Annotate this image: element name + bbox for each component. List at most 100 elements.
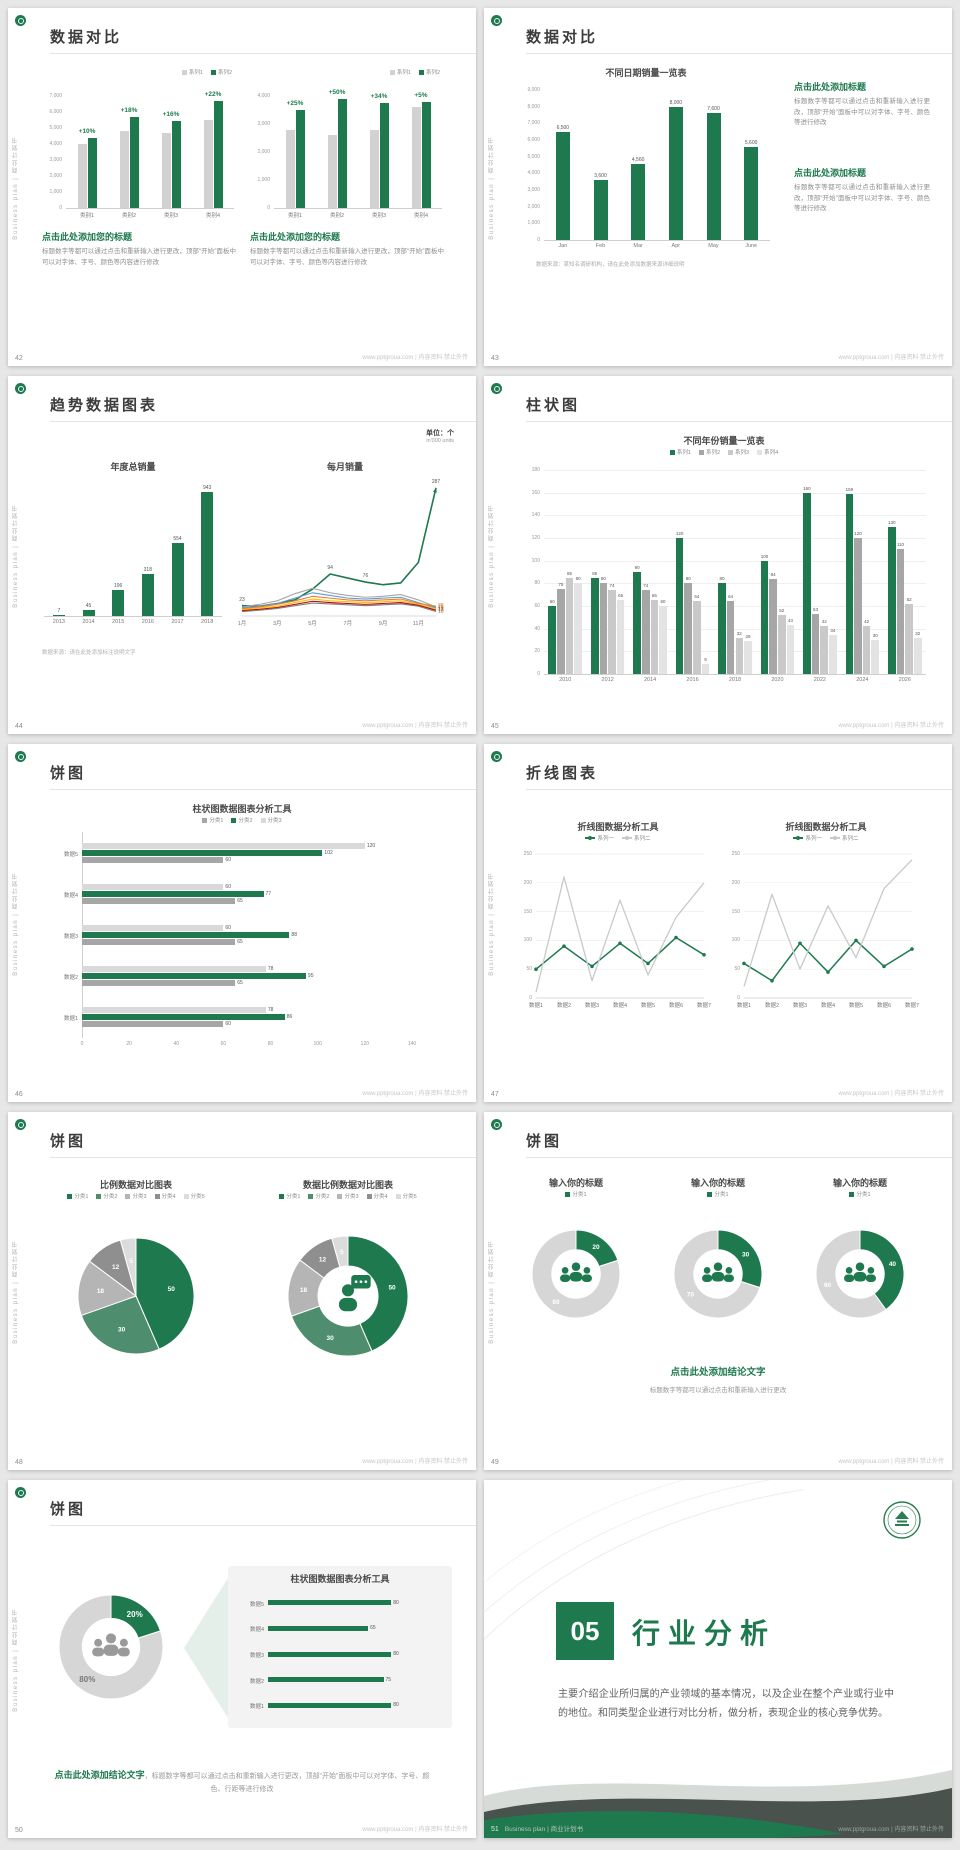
slide-50[interactable]: Business plan | 商业计划书 饼图 20% 80% 柱状图数据图表分… bbox=[8, 1480, 476, 1838]
cat: 2017 bbox=[171, 619, 184, 625]
val: 32 bbox=[736, 630, 742, 636]
val: 9 bbox=[704, 656, 707, 662]
grid bbox=[544, 560, 926, 562]
vertical-brand-text: Business plan | 商业计划书 bbox=[13, 1608, 19, 1712]
people-icon bbox=[92, 1633, 130, 1657]
tick: 3,000 bbox=[257, 121, 270, 127]
clg: 系列1 系列2 系列3 系列4 bbox=[520, 448, 928, 456]
lgline bbox=[793, 836, 804, 840]
slide-44[interactable]: Business plan | 商业计划书 趋势数据图表 单位：个 in'000… bbox=[8, 376, 476, 734]
val: 32 bbox=[915, 630, 921, 636]
title-divider bbox=[526, 1157, 952, 1158]
cat: 数据5 bbox=[249, 1601, 264, 1608]
slide-51[interactable]: 05 行业分析 主要介绍企业所归属的产业领域的基本情况，以及企业在整个产业或行业… bbox=[484, 1480, 952, 1838]
val: 5,600 bbox=[744, 139, 758, 146]
lgi: 分类1 bbox=[279, 1192, 300, 1200]
donut-chart-1: 输入你的标题 分类1 20 80 bbox=[508, 1176, 644, 1346]
val: 7,600 bbox=[707, 106, 720, 113]
svg-text:12: 12 bbox=[319, 1256, 327, 1263]
cat: 数据6 bbox=[668, 1003, 684, 1009]
val: 65 bbox=[370, 1625, 376, 1632]
val: 16 bbox=[438, 605, 444, 612]
cat: 数据5 bbox=[640, 1003, 656, 1009]
clg: 分类1 bbox=[508, 1190, 644, 1198]
donut-chart-2: 输入你的标题 分类1 30 70 bbox=[650, 1176, 786, 1346]
val: 18 bbox=[438, 604, 444, 611]
lgi: 系列3 bbox=[728, 448, 749, 456]
bar bbox=[675, 538, 684, 674]
ct: 折线图数据分析工具 bbox=[577, 822, 659, 832]
lgi: 分类5 bbox=[183, 1192, 205, 1200]
cat: Feb bbox=[595, 243, 606, 249]
bar bbox=[82, 932, 290, 938]
tick: 2,000 bbox=[49, 173, 62, 179]
cat: 5月 bbox=[308, 621, 317, 627]
val: 120 bbox=[366, 842, 376, 849]
conclusion-heading: 点击此处添加结论文字 bbox=[670, 1367, 766, 1378]
lgsq bbox=[279, 1193, 285, 1199]
slide-46[interactable]: Business plan | 商业计划书 饼图 柱状图数据图表分析工具 分类1 分… bbox=[8, 744, 476, 1102]
bar bbox=[82, 1007, 266, 1014]
clg: 分类1 分类2 分类3 分类4 分类5 bbox=[248, 1192, 448, 1200]
val: 80 bbox=[575, 576, 581, 582]
bar bbox=[379, 103, 389, 208]
cat: June bbox=[745, 243, 758, 249]
lgi: 分类1 bbox=[849, 1190, 871, 1198]
svg-text:18: 18 bbox=[97, 1288, 105, 1295]
bar bbox=[769, 578, 777, 674]
lgt: 分类2 bbox=[238, 818, 253, 824]
slide-title: 柱状图 bbox=[526, 397, 581, 414]
watermark: www.pptgroua.com | 内容资料 禁止外传 bbox=[838, 1827, 944, 1833]
lgt: 分类1 bbox=[286, 1194, 301, 1200]
val: 34 bbox=[830, 628, 836, 634]
cat: 数据2 bbox=[249, 1678, 264, 1685]
line-chart-right: 折线图数据分析工具 系列一 系列二 0 50 100 150 200 250 数据1 数据2 数据3 数… bbox=[726, 820, 926, 1010]
lgt: 分类3 bbox=[267, 818, 282, 824]
bar bbox=[905, 603, 913, 674]
bar-chart-compare-left: 系列1 系列2 0 1,000 2,000 3,000 4,000 5,000 6,000 7,0… bbox=[42, 68, 236, 220]
slide-45[interactable]: Business plan | 商业计划书 柱状图 不同年份销量一览表 系列1 系列… bbox=[484, 376, 952, 734]
svg-text:20%: 20% bbox=[127, 1610, 143, 1619]
tick: 20 bbox=[126, 1041, 132, 1047]
lgi: 系列一 bbox=[585, 834, 614, 842]
slide-42[interactable]: Business plan | 商业计划书 数据对比 系列1 系列2 0 1,000 2… bbox=[8, 8, 476, 366]
bar-chart-compare-right: 系列1 系列2 0 1,000 2,000 3,000 4,000 类别1 +25% 类别2 +50… bbox=[250, 68, 444, 220]
page-number: 45 bbox=[491, 723, 499, 730]
lgsq bbox=[337, 1193, 343, 1199]
cat: 类别2 bbox=[121, 213, 137, 219]
slide-48[interactable]: Business plan | 商业计划书 饼图 比例数据对比图表 分类1 分类2 分… bbox=[8, 1112, 476, 1470]
brand-logo-icon bbox=[15, 751, 26, 762]
val: 64 bbox=[694, 594, 700, 600]
lgi: 分类3 bbox=[125, 1192, 147, 1200]
tick: 140 bbox=[407, 1041, 417, 1047]
tick: 120 bbox=[531, 535, 540, 541]
grid bbox=[544, 470, 926, 471]
page-number: 48 bbox=[15, 1459, 23, 1466]
grid bbox=[544, 651, 926, 653]
bar bbox=[203, 120, 213, 208]
vertical-brand-text: Business plan | 商业计划书 bbox=[489, 136, 495, 240]
bar bbox=[268, 1677, 384, 1683]
cat: 2016 bbox=[141, 619, 154, 625]
lgt: 分类5 bbox=[402, 1194, 417, 1200]
slide-43[interactable]: Business plan | 商业计划书 数据对比 不同日期销量一览表 0 1,0… bbox=[484, 8, 952, 366]
svg-text:40: 40 bbox=[889, 1261, 897, 1268]
lgi: 分类1 bbox=[565, 1190, 587, 1198]
slide-49[interactable]: Business plan | 商业计划书 饼图 输入你的标题 分类1 20 80 输… bbox=[484, 1112, 952, 1470]
ct: 不同日期销量一览表 bbox=[605, 68, 687, 78]
val: 85 bbox=[567, 570, 573, 576]
people-icon bbox=[702, 1262, 734, 1282]
grid bbox=[544, 628, 926, 630]
bar bbox=[82, 966, 266, 973]
watermark: www.pptgroua.com | 内容资料 禁止外传 bbox=[362, 1091, 468, 1097]
cat: 1月 bbox=[237, 621, 247, 627]
bar bbox=[421, 102, 431, 208]
cat: 2026 bbox=[898, 677, 911, 683]
tick: 100 bbox=[731, 937, 740, 944]
slide-47[interactable]: Business plan | 商业计划书 折线图表 折线图数据分析工具 系列一系… bbox=[484, 744, 952, 1102]
chart-canvas: 20% 80% bbox=[58, 1594, 164, 1700]
ct: 年度总销量 bbox=[110, 462, 156, 472]
gl: +10% bbox=[78, 127, 96, 135]
tick: 4,000 bbox=[49, 141, 62, 147]
brand-logo-icon bbox=[491, 751, 502, 762]
